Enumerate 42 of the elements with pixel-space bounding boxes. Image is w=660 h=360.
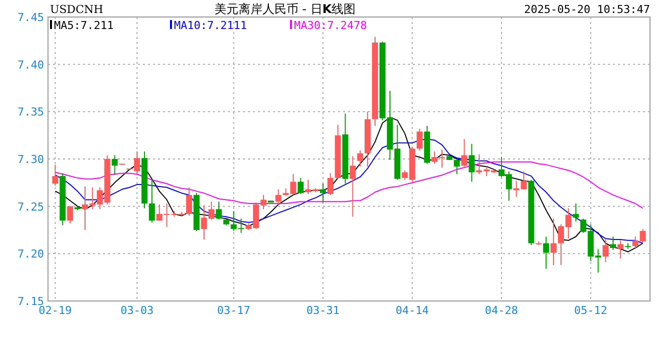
y-tick-label: 7.35 xyxy=(18,106,44,119)
x-tick-label: 03-17 xyxy=(217,304,250,317)
y-tick-label: 7.30 xyxy=(18,153,44,166)
candlestick xyxy=(617,240,624,259)
candlestick xyxy=(216,201,222,220)
text: USDCNH xyxy=(50,3,104,16)
candlestick xyxy=(52,164,58,186)
x-tick-label: 04-14 xyxy=(396,304,430,317)
line-series xyxy=(54,116,644,252)
legend-label: MA10:7.2111 xyxy=(174,19,247,32)
candlestick xyxy=(543,236,550,270)
chart-title: 美元离岸人民币 - 日K线图 xyxy=(214,2,356,16)
candlestick xyxy=(275,188,282,205)
x-tick-label: 05-12 xyxy=(574,304,608,317)
candlestick xyxy=(148,179,155,223)
x-tick-label: 03-03 xyxy=(120,304,154,317)
candlestick xyxy=(350,156,356,218)
text: 2025-05-20 10:53:47 xyxy=(524,3,650,16)
x-tick-label: 04-28 xyxy=(484,304,518,317)
candlestick xyxy=(416,128,423,151)
legend-label: MA30:7.2478 xyxy=(294,19,367,32)
candlestick xyxy=(610,236,616,250)
x-tick-label: 02-19 xyxy=(38,304,72,317)
candlestick xyxy=(602,238,609,263)
y-tick-label: 7.20 xyxy=(18,248,44,261)
legend-label: MA5:7.211 xyxy=(54,19,114,32)
candlestick xyxy=(186,186,192,216)
candlestick xyxy=(454,158,460,175)
candlestick xyxy=(357,150,364,168)
y-tick-label: 7.45 xyxy=(18,11,44,24)
candlestick xyxy=(468,143,475,182)
candlestick xyxy=(112,154,118,176)
candlestick xyxy=(320,183,326,204)
candlestick xyxy=(67,206,74,224)
y-tick-label: 7.25 xyxy=(18,200,44,214)
x-tick-label: 03-31 xyxy=(306,304,340,317)
candlestick xyxy=(461,138,468,168)
candlestick xyxy=(298,177,304,195)
candlestick xyxy=(327,172,334,196)
candlestick xyxy=(550,218,557,266)
candlestick xyxy=(572,202,579,222)
y-tick-label: 7.40 xyxy=(18,58,44,72)
